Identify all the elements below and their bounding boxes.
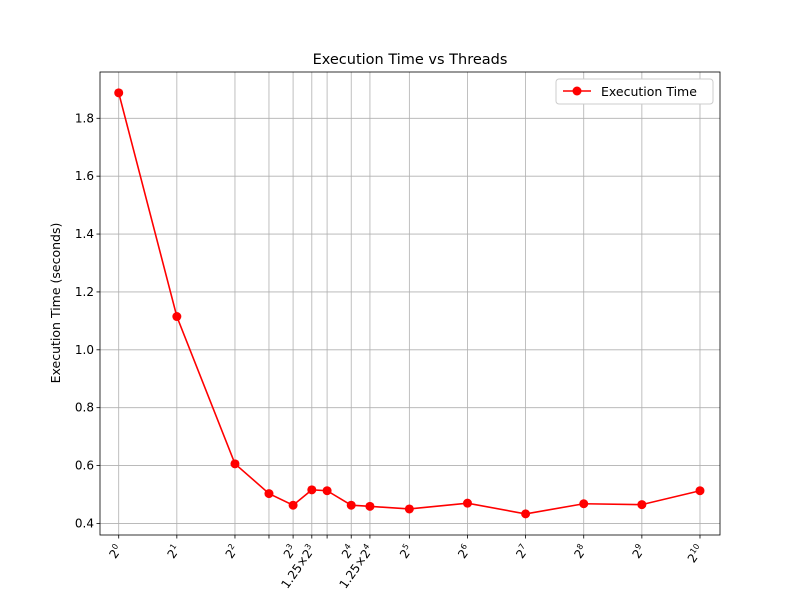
data-point — [172, 312, 182, 322]
data-point — [322, 486, 332, 496]
x-tick-label: 21 — [164, 542, 184, 561]
data-point — [521, 509, 531, 519]
data-point — [404, 504, 414, 514]
data-point — [230, 459, 240, 469]
x-tick-label: 26 — [454, 542, 474, 561]
x-tick-label: 27 — [512, 542, 532, 561]
data-point — [579, 499, 589, 509]
series-layer — [114, 88, 705, 519]
x-tick-label: 210 — [684, 542, 707, 565]
legend-label: Execution Time — [601, 84, 697, 99]
x-tick-label: 28 — [571, 542, 591, 561]
x-tick-label: 25 — [396, 542, 416, 561]
data-point — [346, 500, 356, 510]
data-point — [462, 498, 472, 508]
y-axis: 0.4 0.6 0.8 1.0 1.2 1.4 1.6 1.8 — [75, 111, 100, 530]
y-axis-label: Execution Time (seconds) — [48, 223, 63, 384]
y-tick-label: 0.8 — [75, 401, 94, 415]
y-tick-label: 0.4 — [75, 516, 94, 530]
x-tick-label: 20 — [106, 542, 126, 561]
data-point — [695, 486, 705, 496]
data-point — [264, 489, 274, 499]
grid — [100, 72, 720, 535]
y-tick-label: 1.6 — [75, 169, 94, 183]
chart-title: Execution Time vs Threads — [313, 52, 508, 68]
y-tick-label: 1.8 — [75, 111, 94, 125]
plot-frame — [99, 71, 721, 536]
data-point — [637, 500, 647, 510]
legend-marker — [572, 86, 582, 96]
legend: Execution Time — [555, 78, 714, 105]
y-tick-label: 0.6 — [75, 459, 94, 473]
data-point — [114, 88, 124, 98]
y-tick-label: 1.0 — [75, 343, 94, 357]
legend-box — [555, 78, 714, 105]
data-point — [307, 485, 317, 495]
data-point — [288, 500, 298, 510]
data-point — [365, 501, 375, 511]
x-tick-label: 29 — [629, 542, 649, 561]
x-tick-label: 22 — [222, 542, 242, 561]
y-tick-label: 1.4 — [75, 227, 94, 241]
y-tick-label: 1.2 — [75, 285, 94, 299]
